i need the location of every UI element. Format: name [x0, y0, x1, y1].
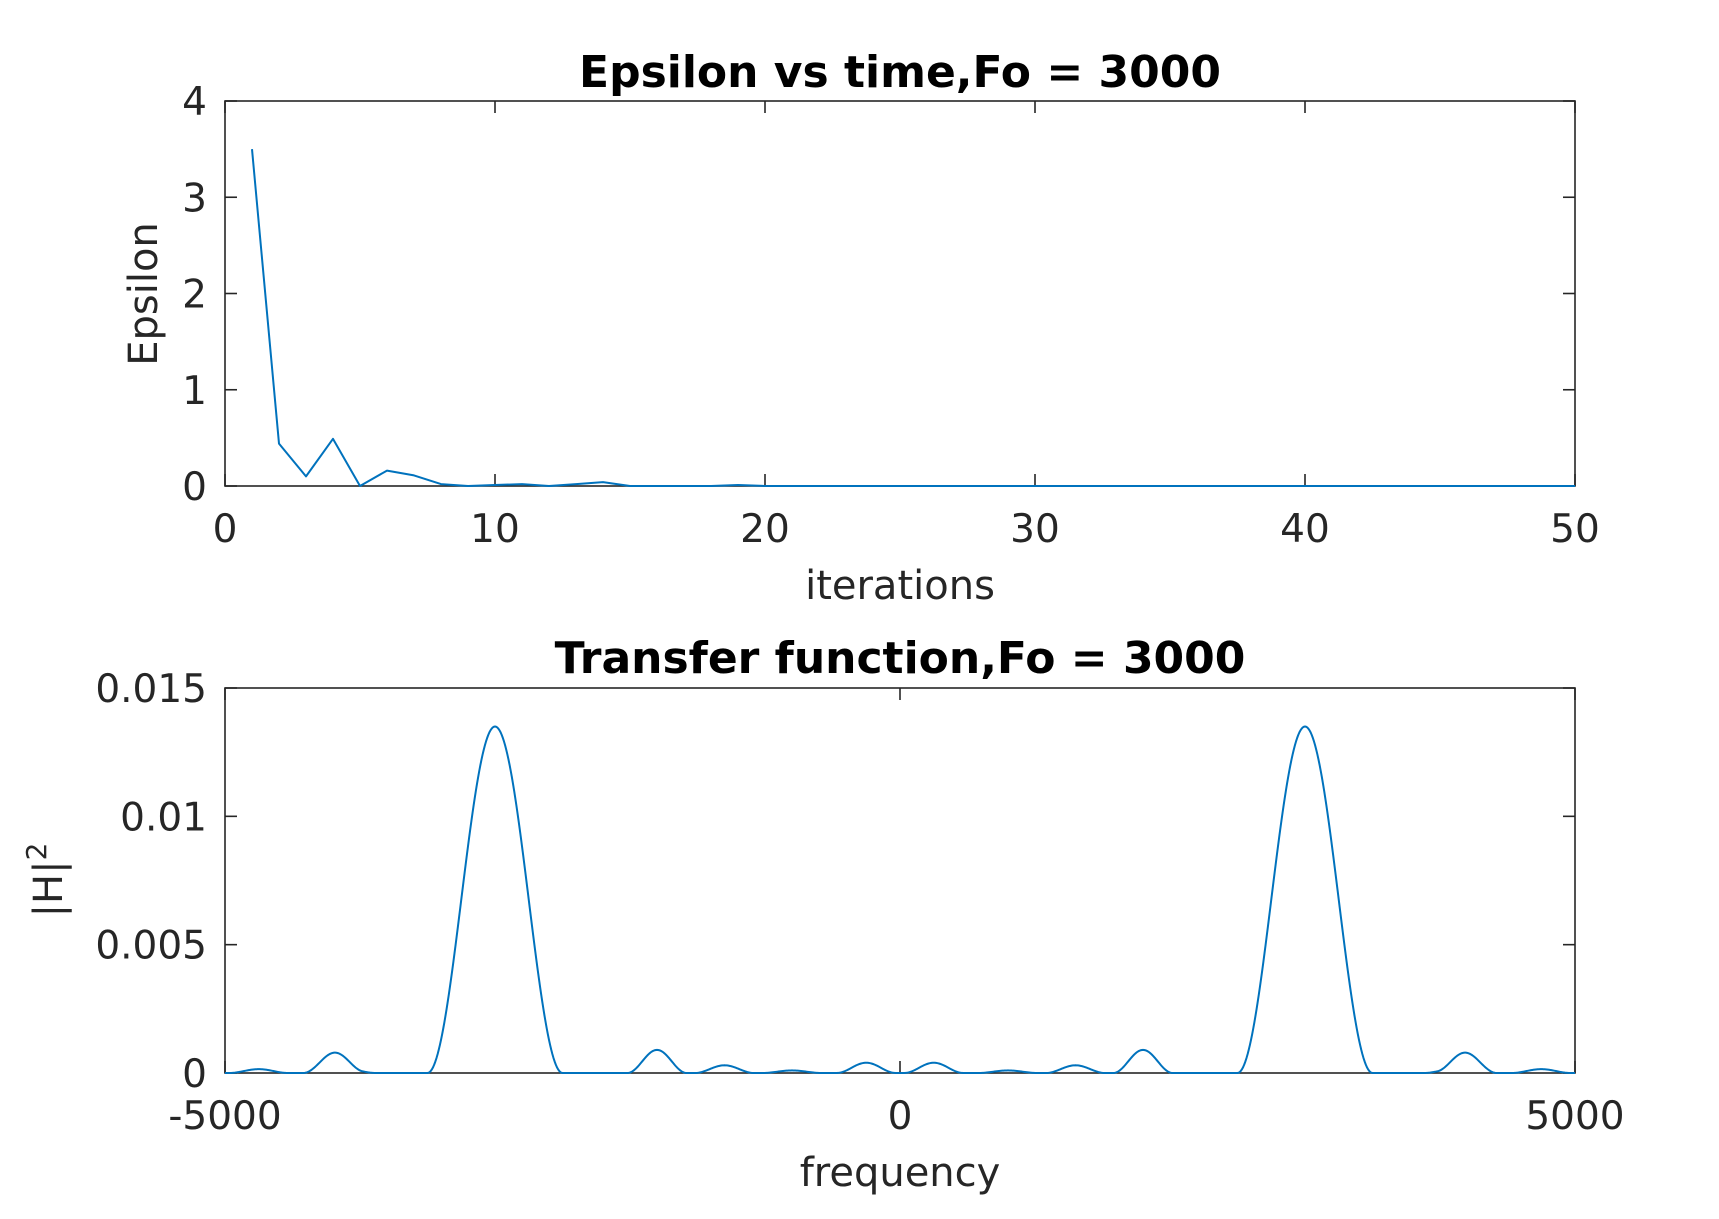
- x-axis-label: frequency: [800, 1150, 1001, 1196]
- transfer-function-subplot: Transfer function,Fo = 3000 -5000 0 500000…: [20, 633, 1625, 1196]
- y-tick-label: 0.005: [95, 924, 207, 969]
- chart-title: Transfer function,Fo = 3000: [555, 633, 1246, 684]
- y-tick-label: 0.015: [95, 667, 207, 712]
- y-axis-label-text: |H|: [26, 860, 72, 917]
- x-tick-label: 30: [1010, 507, 1060, 552]
- x-tick-label: 0: [213, 507, 238, 552]
- x-tick-label: 0: [888, 1094, 913, 1139]
- epsilon-series-line: [251, 149, 1575, 487]
- y-tick-label: 4: [182, 80, 207, 125]
- x-tick-label: 50: [1550, 507, 1600, 552]
- x-tick-label: 20: [740, 507, 790, 552]
- plot-area: [224, 687, 1576, 1074]
- y-axis-label: Epsilon: [121, 222, 167, 366]
- x-tick-label: 5000: [1525, 1094, 1624, 1139]
- axis-ticks: 0 10 20 30 40 50 0 1 2 3 4: [182, 80, 1600, 552]
- x-axis-label: iterations: [805, 563, 995, 609]
- y-axis-label: |H|2: [20, 843, 72, 918]
- y-tick-label: 2: [182, 273, 207, 318]
- plot-area: [224, 100, 1576, 487]
- x-tick-label: 40: [1280, 507, 1330, 552]
- x-tick-label: 10: [470, 507, 520, 552]
- x-tick-label: -5000: [168, 1094, 281, 1139]
- y-axis-label-superscript: 2: [20, 843, 53, 861]
- y-tick-label: 3: [182, 176, 207, 221]
- epsilon-subplot: Epsilon vs time,Fo = 3000 0 10 20 30 40 50 0 1 2…: [121, 47, 1600, 609]
- y-tick-label: 0.01: [120, 795, 207, 840]
- y-tick-label: 0: [182, 1052, 207, 1097]
- chart-title: Epsilon vs time,Fo = 3000: [579, 47, 1221, 98]
- y-tick-label: 0: [182, 465, 207, 510]
- transfer-function-series-line: [225, 725, 1575, 1074]
- y-tick-label: 1: [182, 369, 207, 414]
